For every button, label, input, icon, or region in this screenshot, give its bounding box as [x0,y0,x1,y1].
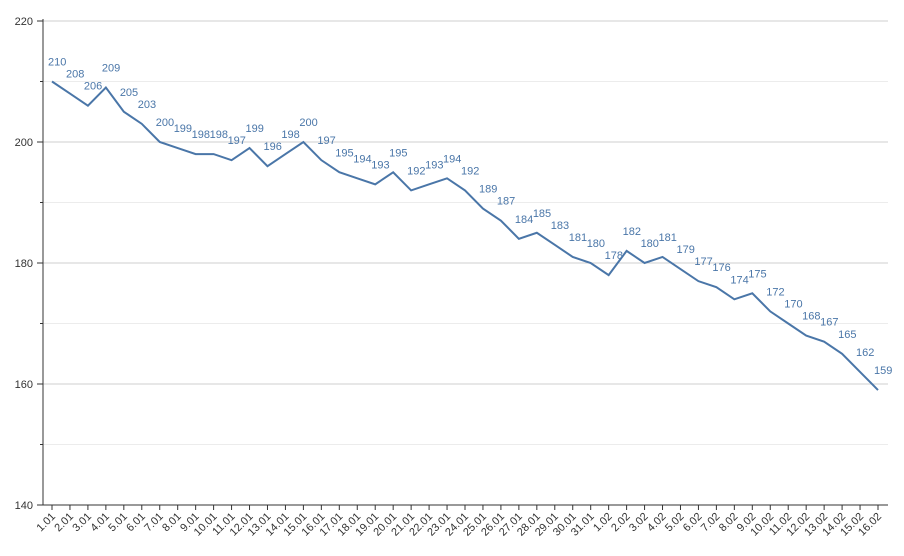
value-label: 198 [210,129,228,141]
y-tick-label: 220 [15,16,33,28]
value-label: 185 [533,208,551,220]
value-label: 200 [156,117,174,129]
value-label: 208 [66,69,84,81]
value-label: 210 [48,57,66,69]
value-label: 193 [425,159,443,171]
value-label: 168 [802,311,820,323]
y-tick-label: 160 [15,379,33,391]
value-label: 195 [389,147,407,159]
value-label: 198 [281,129,299,141]
value-label: 206 [84,81,102,93]
value-label: 184 [515,214,533,226]
value-label: 192 [407,165,425,177]
value-label: 167 [820,317,838,329]
value-label: 199 [246,123,264,135]
value-label: 194 [353,153,371,165]
value-label: 187 [497,196,515,208]
value-label: 172 [766,286,784,298]
value-label: 203 [138,99,156,111]
value-label: 205 [120,87,138,99]
value-label: 179 [676,244,694,256]
value-label: 196 [263,141,281,153]
value-label: 199 [174,123,192,135]
value-label: 165 [838,329,856,341]
line [51,80,879,391]
value-label: 197 [317,135,335,147]
value-label: 177 [694,256,712,268]
value-label: 176 [712,262,730,274]
value-label: 189 [479,184,497,196]
y-tick-label: 180 [15,258,33,270]
value-label: 170 [784,299,802,311]
value-label: 162 [856,347,874,359]
value-label: 180 [587,238,605,250]
value-label: 175 [748,268,766,280]
value-label: 182 [623,226,641,238]
value-label: 181 [569,232,587,244]
value-label: 192 [461,165,479,177]
y-tick-label: 140 [15,500,33,512]
value-label: 159 [874,365,892,377]
value-label: 193 [371,159,389,171]
value-label: 209 [102,63,120,75]
value-label: 180 [641,238,659,250]
y-tick-label: 200 [15,137,33,149]
value-label: 198 [192,129,210,141]
value-label: 197 [228,135,246,147]
value-label: 183 [551,220,569,232]
value-label: 174 [730,274,748,286]
value-label: 195 [335,147,353,159]
value-label: 181 [659,232,677,244]
value-label: 200 [299,117,317,129]
value-label: 194 [443,153,461,165]
value-label: 178 [605,250,623,262]
